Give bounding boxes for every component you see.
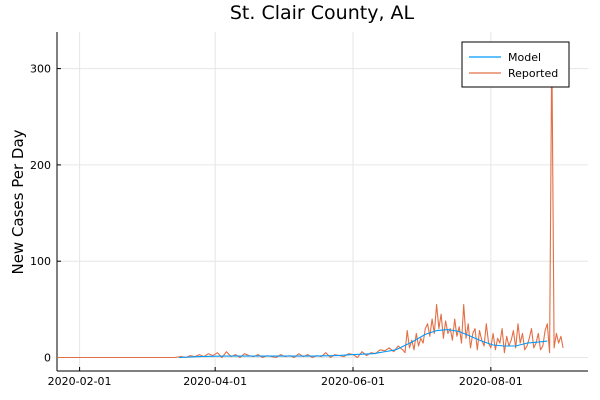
legend: Model Reported [461,41,570,88]
y-tick-label: 0 [44,352,51,365]
series-line-model [178,329,548,359]
legend-label-reported: Reported [508,67,558,80]
y-tick-label: 300 [30,63,51,76]
y-axis-label: New Cases Per Day [9,129,27,274]
legend-label-model: Model [508,51,541,64]
x-tick-label: 2020-06-01 [321,375,385,388]
chart-title: St. Clair County, AL [230,2,415,24]
series [57,43,564,359]
x-tick-label: 2020-08-01 [459,375,523,388]
y-tick-label: 100 [30,255,51,268]
y-tick-label: 200 [30,159,51,172]
x-tick-label: 2020-04-01 [183,375,247,388]
series-line-reported [57,43,564,359]
x-ticks: 2020-02-01 2020-04-01 2020-06-01 2020-08-01 [48,367,523,388]
y-ticks: 0 100 200 300 [30,63,61,365]
x-tick-label: 2020-02-01 [48,375,112,388]
legend-box [461,41,570,88]
axes [56,32,588,372]
